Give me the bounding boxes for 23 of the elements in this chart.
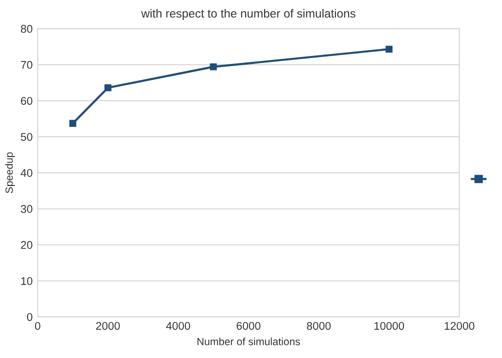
- y-tick-label: 20: [20, 241, 32, 249]
- y-tick-label: 30: [20, 205, 32, 213]
- point: [386, 46, 393, 53]
- y-tick-label: 10: [21, 277, 32, 285]
- x-tick-label: 8000: [306, 322, 331, 330]
- y-tick-label: 70: [21, 60, 32, 69]
- y-tick-label: 60: [20, 96, 32, 105]
- x-tick-label: 2000: [96, 322, 120, 330]
- x-tick-label: 0: [34, 322, 40, 330]
- y-axis-title: Speedup: [5, 152, 15, 194]
- point: [69, 120, 76, 127]
- x-tick-label: 6000: [236, 322, 260, 330]
- y-tick-label: 0: [27, 313, 32, 321]
- y-tick-label: 80: [20, 24, 32, 33]
- x-tick-label: 12000: [444, 322, 474, 330]
- point: [210, 63, 217, 70]
- y-tick-label: 50: [20, 132, 32, 141]
- y-tick-label: 40: [20, 169, 32, 177]
- chart-title: with respect to the number of simulations: [141, 8, 356, 20]
- x-axis-title: Number of simulations: [198, 338, 300, 346]
- x-tick-label: 4000: [166, 322, 190, 330]
- point: [104, 84, 112, 92]
- x-tick-label: 10000: [374, 322, 404, 330]
